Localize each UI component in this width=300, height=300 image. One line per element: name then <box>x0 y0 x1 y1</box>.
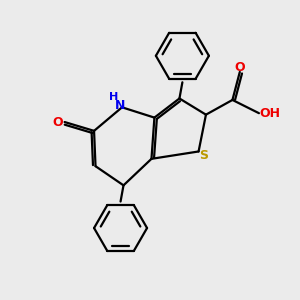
Text: O: O <box>52 116 63 128</box>
Text: S: S <box>200 148 208 161</box>
Text: N: N <box>116 99 126 112</box>
Text: O: O <box>235 61 245 74</box>
Text: H: H <box>109 92 119 102</box>
Text: OH: OH <box>260 107 280 120</box>
